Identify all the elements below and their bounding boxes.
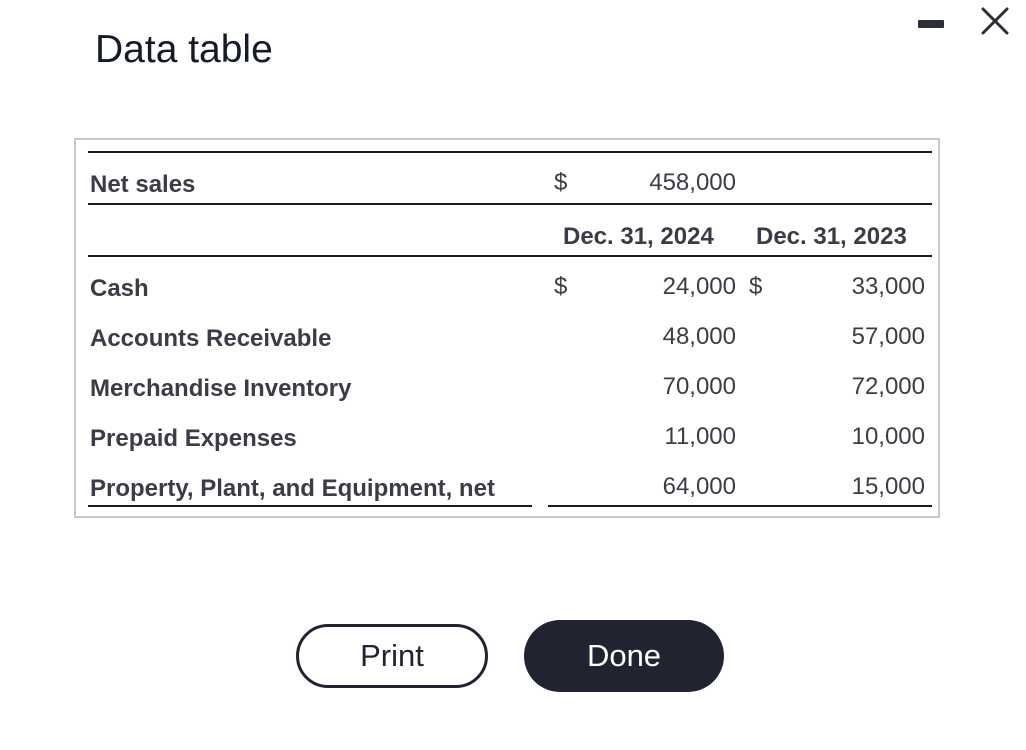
close-icon [981, 7, 1009, 35]
table-top-rule [88, 151, 932, 153]
row-label: Prepaid Expenses [90, 425, 297, 452]
row-value-2024: 48,000 [662, 323, 736, 350]
dialog-title: Data table [95, 28, 273, 71]
row-value-2024: 70,000 [662, 373, 736, 400]
row-label: Property, Plant, and Equipment, net [90, 475, 495, 502]
row-label: Merchandise Inventory [90, 375, 352, 402]
values-bottom-rule [548, 505, 932, 507]
done-button[interactable]: Done [524, 620, 724, 692]
row-value-2023: 10,000 [851, 423, 925, 450]
row-value-2023: 57,000 [851, 323, 925, 350]
label-bottom-rule [88, 505, 532, 507]
net-sales-value: 458,000 [649, 169, 736, 196]
row-value-2023: 72,000 [851, 373, 925, 400]
row-value-2024: 64,000 [662, 473, 736, 500]
row-value-2024: 11,000 [664, 423, 736, 450]
header-rule [88, 255, 932, 257]
row-label: Cash [90, 275, 149, 302]
row-value-2023: 15,000 [851, 473, 925, 500]
minimize-button[interactable] [916, 14, 948, 34]
row-currency-a: $ [554, 273, 568, 300]
net-sales-currency: $ [554, 169, 568, 196]
column-header-2023: Dec. 31, 2023 [756, 223, 907, 250]
print-button[interactable]: Print [296, 624, 488, 688]
row-value-2023: 33,000 [851, 273, 925, 300]
row-label: Accounts Receivable [90, 325, 332, 352]
net-sales-label: Net sales [90, 171, 196, 198]
close-button[interactable] [978, 4, 1012, 38]
net-sales-rule [88, 203, 932, 205]
data-table: Net sales $ 458,000 Dec. 31, 2024 Dec. 3… [74, 138, 940, 518]
minimize-icon [918, 20, 944, 28]
row-currency-b: $ [749, 273, 763, 300]
row-value-2024: 24,000 [662, 273, 736, 300]
column-header-2024: Dec. 31, 2024 [563, 223, 714, 250]
